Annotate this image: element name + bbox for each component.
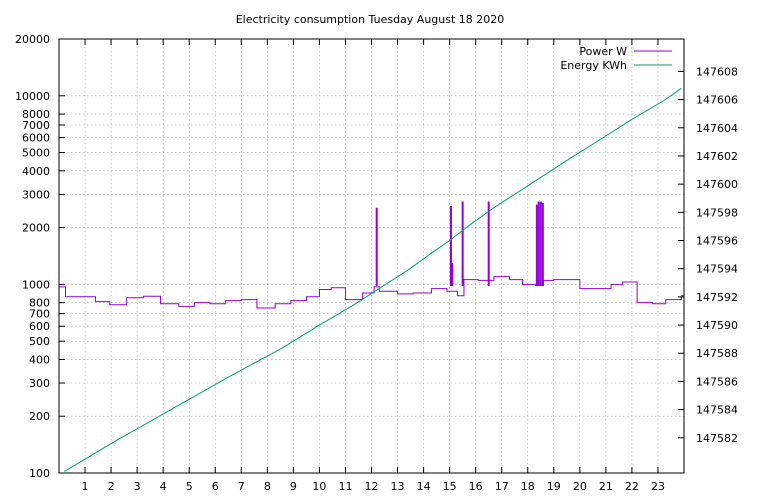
x-tick-label: 16 — [469, 480, 483, 493]
y2-tick-label: 147600 — [696, 178, 738, 191]
x-tick-label: 8 — [264, 480, 271, 493]
x-tick-label: 10 — [312, 480, 326, 493]
x-tick-label: 9 — [290, 480, 297, 493]
x-tick-label: 11 — [338, 480, 352, 493]
y-tick-label: 500 — [29, 335, 50, 348]
y-tick-label: 20000 — [15, 33, 50, 46]
y-tick-label: 3000 — [22, 188, 50, 201]
x-tick-label: 23 — [651, 480, 665, 493]
y-tick-label: 700 — [29, 308, 50, 321]
x-tick-label: 3 — [134, 480, 141, 493]
y2-tick-label: 147582 — [696, 432, 738, 445]
y-tick-label: 600 — [29, 320, 50, 333]
y-tick-label: 1000 — [22, 278, 50, 291]
grid — [59, 39, 684, 473]
y-tick-label: 100 — [29, 467, 50, 480]
plot-frame — [58, 38, 685, 474]
y-tick-label: 6000 — [22, 132, 50, 145]
legend-label: Power W — [579, 45, 627, 58]
y-tick-label: 8000 — [22, 108, 50, 121]
y-tick-label: 7000 — [22, 119, 50, 132]
y2-tick-label: 147604 — [696, 122, 738, 135]
x-tick-label: 5 — [186, 480, 193, 493]
y-tick-label: 400 — [29, 353, 50, 366]
y2-tick-label: 147584 — [696, 404, 738, 417]
y-tick-label: 200 — [29, 410, 50, 423]
x-tick-label: 21 — [599, 480, 613, 493]
x-tick-label: 17 — [495, 480, 509, 493]
legend-label: Energy KWh — [560, 59, 627, 72]
y2-tick-label: 147594 — [696, 263, 738, 276]
x-tick-label: 7 — [238, 480, 245, 493]
x-tick-label: 12 — [365, 480, 379, 493]
y-tick-label: 2000 — [22, 222, 50, 235]
x-tick-label: 4 — [160, 480, 167, 493]
power-line — [59, 276, 684, 309]
x-tick-label: 15 — [443, 480, 457, 493]
y-tick-label: 10000 — [15, 90, 50, 103]
y2-tick-label: 147588 — [696, 347, 738, 360]
y2-tick-label: 147590 — [696, 319, 738, 332]
x-tick-label: 14 — [417, 480, 431, 493]
y-tick-label: 4000 — [22, 165, 50, 178]
x-tick-label: 2 — [108, 480, 115, 493]
x-tick-label: 22 — [625, 480, 639, 493]
y2-tick-label: 147598 — [696, 206, 738, 219]
y2-tick-label: 147608 — [696, 65, 738, 78]
y2-tick-label: 147596 — [696, 235, 738, 248]
y2-tick-label: 147606 — [696, 94, 738, 107]
x-tick-label: 13 — [391, 480, 405, 493]
x-tick-label: 1 — [82, 480, 89, 493]
x-tick-label: 19 — [547, 480, 561, 493]
y-tick-label: 300 — [29, 377, 50, 390]
x-tick-label: 6 — [212, 480, 219, 493]
y-tick-label: 800 — [29, 297, 50, 310]
ticks: 1 2 3 4 5 6 7 8 9 10 11 12 13 14 15 16 17 18 19 20 21 22 23100… — [15, 33, 738, 493]
y2-tick-label: 147602 — [696, 150, 738, 163]
energy-line — [63, 87, 682, 473]
x-tick-label: 20 — [573, 480, 587, 493]
chart-title: Electricity consumption Tuesday August 1… — [236, 13, 505, 26]
y-tick-label: 5000 — [22, 147, 50, 160]
series — [59, 87, 684, 473]
x-tick-label: 18 — [521, 480, 535, 493]
y2-tick-label: 147586 — [696, 375, 738, 388]
y2-tick-label: 147592 — [696, 291, 738, 304]
